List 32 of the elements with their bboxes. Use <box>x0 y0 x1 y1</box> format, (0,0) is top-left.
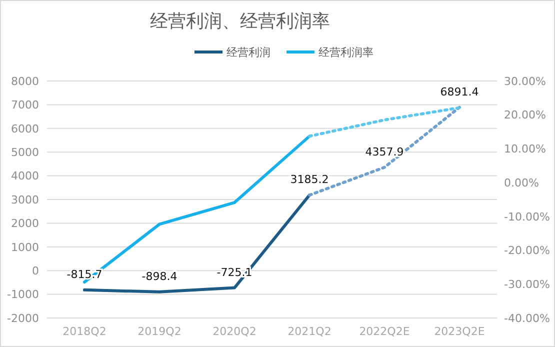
legend-label: 经营利润 <box>226 46 270 59</box>
y2-tick-label: 0.00% <box>504 176 539 190</box>
y-tick-label: 7000 <box>11 98 39 112</box>
x-tick-label: 2018Q2 <box>62 325 106 338</box>
y-tick-label: 5000 <box>11 146 39 159</box>
y2-tick-label: -10.00% <box>504 210 550 224</box>
x-tick-label: 2023Q2E <box>434 325 485 338</box>
y2-tick-label: 10.00% <box>504 142 546 156</box>
y-tick-label: 1000 <box>11 240 39 254</box>
data-label: 3185.2 <box>290 173 329 186</box>
x-tick-label: 2021Q2 <box>288 325 332 338</box>
chart-title: 经营利润、经营利润率 <box>150 11 330 32</box>
y-tick-label: 3000 <box>11 193 39 206</box>
data-label: 6891.4 <box>440 85 479 98</box>
y2-tick-label: 30.00% <box>504 74 546 88</box>
y-tick-label: -1000 <box>7 288 39 302</box>
y2-tick-label: 20.00% <box>504 108 546 122</box>
y2-tick-label: -30.00% <box>504 278 550 291</box>
y2-tick-label: -40.00% <box>504 312 550 325</box>
data-label: 4357.9 <box>365 145 404 158</box>
y-tick-label: -2000 <box>7 312 39 325</box>
x-tick-label: 2020Q2 <box>212 325 256 338</box>
y-tick-label: 6000 <box>11 122 39 136</box>
x-tick-label: 2022Q2E <box>359 325 410 338</box>
y-tick-label: 0 <box>32 264 39 278</box>
legend-label: 经营利润率 <box>318 46 374 59</box>
y2-tick-label: -20.00% <box>504 244 550 258</box>
y-tick-label: 2000 <box>11 217 39 230</box>
y-tick-label: 4000 <box>11 170 39 183</box>
data-label: -898.4 <box>142 270 178 283</box>
y-tick-label: 8000 <box>11 74 39 88</box>
x-tick-label: 2019Q2 <box>138 325 182 338</box>
